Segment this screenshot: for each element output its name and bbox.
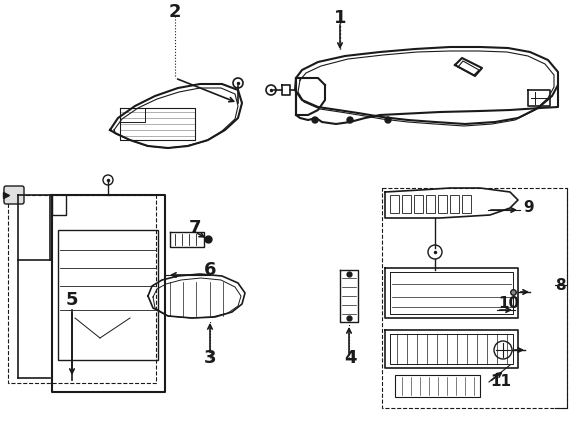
Text: 8: 8 (555, 278, 565, 293)
Text: 1: 1 (334, 9, 346, 27)
Bar (438, 195, 447, 213)
Text: 3: 3 (204, 349, 216, 367)
Bar (395, 375, 480, 397)
Bar (382, 188, 567, 408)
Circle shape (312, 117, 318, 123)
Text: 2: 2 (169, 3, 181, 21)
Text: 7: 7 (189, 219, 201, 237)
Bar (402, 195, 411, 213)
Text: 10: 10 (498, 297, 519, 312)
Text: 5: 5 (66, 291, 78, 309)
FancyBboxPatch shape (4, 186, 24, 204)
Text: 11: 11 (490, 374, 511, 389)
Circle shape (385, 117, 391, 123)
Text: 9: 9 (523, 201, 533, 216)
Bar (462, 195, 471, 213)
Bar (414, 195, 423, 213)
Bar (8, 195, 156, 383)
Bar (450, 195, 459, 213)
Bar (58, 230, 158, 360)
Bar (426, 195, 435, 213)
Text: 4: 4 (344, 349, 356, 367)
Bar (390, 195, 399, 213)
Circle shape (347, 117, 353, 123)
Text: 6: 6 (204, 261, 216, 279)
